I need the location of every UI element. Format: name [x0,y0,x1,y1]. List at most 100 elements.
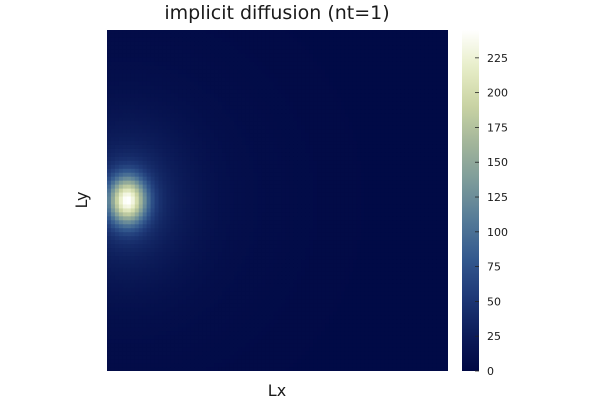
heatmap-cell [130,208,136,213]
heatmap-cell [364,184,370,190]
heatmap-cell [372,73,378,79]
heatmap-cell [237,224,243,229]
heatmap-cell [297,69,302,75]
heatmap-cell [412,236,417,241]
heatmap-cell [174,152,179,158]
heatmap-cell [214,89,219,95]
heatmap-cell [309,160,314,166]
heatmap-cell [233,109,239,114]
heatmap-cell [329,81,334,87]
heatmap-cell [257,49,263,55]
heatmap-cell [122,252,128,257]
heatmap-cell [198,160,203,166]
heatmap-cell [376,69,382,75]
heatmap-cell [368,105,374,110]
heatmap-cell [352,117,358,122]
heatmap-cell [146,45,152,51]
heatmap-cell [130,141,136,146]
heatmap-cell [436,144,441,150]
heatmap-cell [364,152,370,158]
heatmap-cell [214,85,219,91]
heatmap-cell [158,121,164,126]
heatmap-cell [329,57,334,63]
heatmap-cell [444,121,448,126]
heatmap-cell [348,105,354,110]
heatmap-cell [198,85,203,91]
heatmap-cell [440,113,445,118]
heatmap-cell [372,172,378,178]
heatmap-cell [432,121,437,126]
heatmap-cell [174,121,179,126]
heatmap-cell [321,93,326,99]
heatmap-cell [162,156,168,162]
heatmap-cell [408,248,413,253]
heatmap-cell [368,101,374,106]
heatmap-cell [198,113,203,118]
heatmap-cell [380,248,386,253]
heatmap-cell [404,236,409,241]
heatmap-cell [249,200,255,206]
heatmap-cell [440,30,445,35]
heatmap-cell [336,188,342,194]
heatmap-cell [202,65,207,71]
heatmap-cell [416,200,421,206]
heatmap-cell [297,125,302,130]
heatmap-cell [293,164,298,170]
heatmap-cell [440,176,445,182]
heatmap-cell [348,240,354,245]
heatmap-cell [122,180,128,186]
heatmap-cell [174,256,179,261]
heatmap-cell [257,109,263,114]
heatmap-cell [376,204,382,210]
heatmap-cell [340,256,346,261]
heatmap-cell [372,236,378,241]
heatmap-cell [412,141,417,146]
heatmap-cell [305,129,310,134]
heatmap-cell [277,172,283,178]
heatmap-cell [225,141,231,146]
heatmap-cell [408,53,413,59]
heatmap-cell [384,137,390,142]
heatmap-cell [285,224,290,229]
heatmap-cell [325,49,330,55]
heatmap-cell [214,220,219,225]
heatmap-cell [313,49,318,55]
heatmap-cell [265,57,271,63]
heatmap-cell [440,184,445,190]
heatmap-cell [194,93,199,99]
heatmap-cell [233,133,239,138]
heatmap-cell [428,53,433,59]
heatmap-cell [281,164,287,170]
heatmap-cell [400,69,405,75]
heatmap-cell [233,180,239,186]
heatmap-cell [317,85,322,91]
heatmap-cell [214,113,219,118]
heatmap-cell [261,208,267,213]
heatmap-cell [281,192,287,198]
heatmap-cell [289,141,294,146]
heatmap-cell [162,61,168,67]
heatmap-cell [388,204,394,210]
heatmap-cell [333,133,338,138]
heatmap-cell [404,200,409,206]
heatmap-cell [317,109,322,114]
heatmap-cell [154,148,160,154]
heatmap-cell [178,33,183,39]
heatmap-cell [245,49,251,55]
heatmap-cell [150,148,156,154]
heatmap-cell [368,117,374,122]
heatmap-cell [364,33,370,39]
heatmap-cell [293,53,298,59]
heatmap-cell [237,73,243,79]
heatmap-cell [114,61,120,67]
heatmap-cell [249,93,255,99]
heatmap-cell [249,117,255,122]
heatmap-cell [325,109,330,114]
heatmap-cell [301,30,306,35]
heatmap-cell [408,236,413,241]
heatmap-cell [384,244,390,249]
heatmap-cell [134,240,140,245]
heatmap-cell [408,232,413,237]
heatmap-cell [166,41,172,47]
heatmap-cell [237,105,243,110]
